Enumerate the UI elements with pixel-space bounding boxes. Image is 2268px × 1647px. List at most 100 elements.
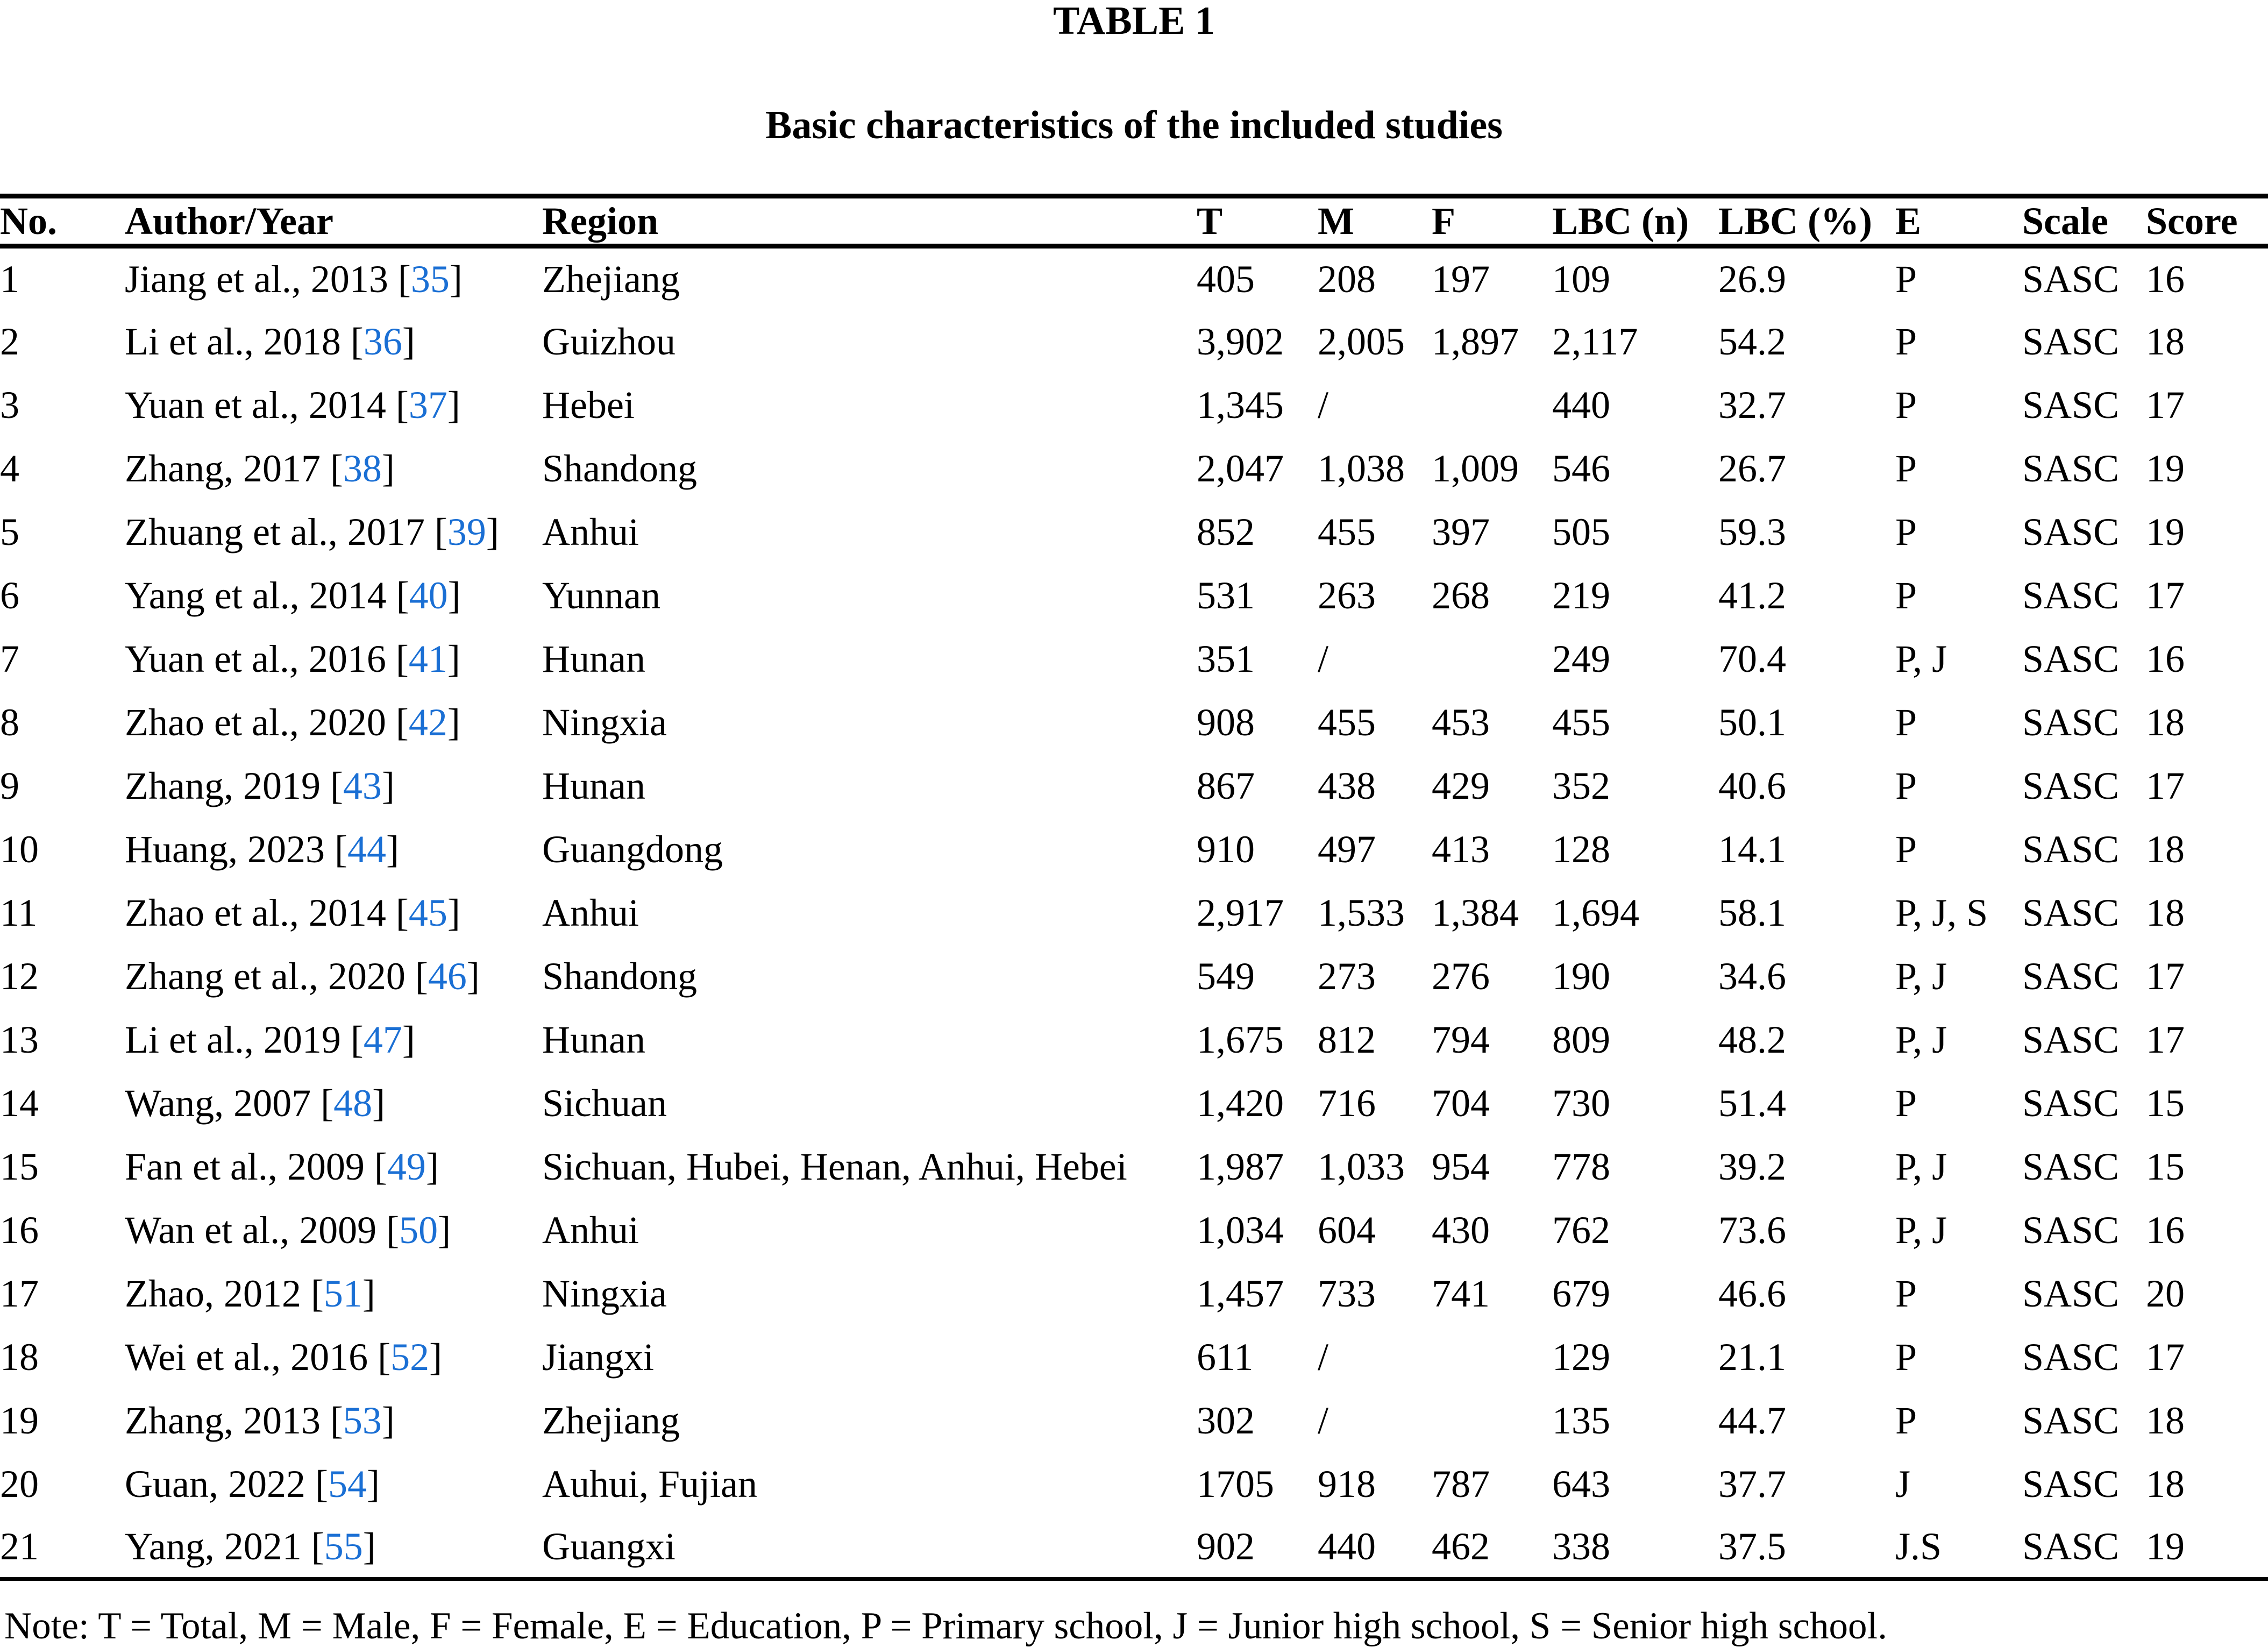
citation-ref-link[interactable]: 52 [390,1335,430,1379]
citation-ref-link[interactable]: 35 [410,257,450,301]
column-header-region: Region [542,200,658,243]
citation-close-bracket: ] [381,446,395,490]
citation-ref-link[interactable]: 55 [324,1524,363,1568]
citation-ref-link[interactable]: 45 [408,891,447,934]
author-text: Fan et al., 2009 [125,1145,365,1188]
author-text: Zhang, 2017 [125,446,321,490]
citation-ref-link[interactable]: 49 [387,1145,426,1188]
cell-e: P [1895,446,1917,490]
citation-open-bracket: [ [434,510,447,553]
cell-no: 10 [0,827,39,871]
citation-ref-link[interactable]: 43 [343,764,382,807]
cell-total: 1,345 [1197,383,1284,427]
citation-open-bracket: [ [350,1018,364,1061]
citation-ref-link[interactable]: 54 [328,1462,367,1506]
citation-close-bracket: ] [447,383,460,427]
cell-scale: SASC [2022,1018,2120,1061]
cell-total: 1,987 [1197,1145,1284,1188]
citation-ref-link[interactable]: 42 [408,700,447,744]
cell-author: Zhao et al., 2014 [45] [125,881,542,945]
cell-female: 741 [1432,1272,1490,1315]
cell-author: Guan, 2022 [54] [125,1452,542,1516]
citation-open-bracket: [ [330,1398,343,1442]
citation-close-bracket: ] [449,257,463,301]
citation-ref-link[interactable]: 41 [408,637,447,680]
citation-open-bracket: [ [415,954,428,998]
cell-e: P, J, S [1895,891,1988,934]
cell-region: Zhejiang [542,257,680,301]
cell-region: Anhui [542,510,639,553]
cell-male: 263 [1318,573,1376,617]
cell-total: 3,902 [1197,320,1284,363]
cell-scale: SASC [2022,320,2120,363]
cell-score: 15 [2146,1145,2185,1188]
cell-male: / [1318,637,1329,680]
cell-female: 462 [1432,1524,1490,1568]
cell-e: P [1895,700,1917,744]
cell-author: Yang et al., 2014 [40] [125,564,542,627]
cell-total: 867 [1197,764,1255,807]
author-text: Zhao et al., 2020 [125,700,386,744]
author-text: Zhao, 2012 [125,1272,301,1315]
citation-ref-link[interactable]: 44 [347,827,386,871]
cell-region: Auhui, Fujian [542,1462,758,1506]
citation-ref-link[interactable]: 39 [447,510,486,553]
table-row: 16 Wan et al., 2009 [50] Anhui 1,034 604 … [0,1198,2268,1262]
citation-close-bracket: ] [372,1081,386,1125]
table-row: 9 Zhang, 2019 [43] Hunan 867 438 429 352 … [0,754,2268,818]
cell-lbc-n: 762 [1552,1208,1610,1252]
cell-e: P [1895,1272,1917,1315]
cell-lbc-pct: 70.4 [1718,637,1786,680]
citation-ref-link[interactable]: 40 [409,573,448,617]
cell-region: Hunan [542,764,645,807]
cell-author: Yang, 2021 [55] [125,1516,542,1579]
cell-score: 17 [2146,383,2185,427]
cell-lbc-pct: 39.2 [1718,1145,1786,1188]
cell-region: Hunan [542,1018,645,1061]
cell-lbc-n: 2,117 [1552,320,1638,363]
cell-scale: SASC [2022,700,2120,744]
citation-ref-link[interactable]: 50 [399,1208,438,1252]
cell-female [1432,627,1552,691]
citation-ref-link[interactable]: 48 [333,1081,373,1125]
cell-no: 11 [0,891,38,934]
author-text: Huang, 2023 [125,827,325,871]
table-row: 10 Huang, 2023 [44] Guangdong 910 497 413… [0,818,2268,881]
cell-no: 9 [0,764,19,807]
column-header-author: Author/Year [125,200,333,243]
citation-ref-link[interactable]: 36 [363,320,402,363]
citation-ref-link[interactable]: 46 [428,954,467,998]
cell-female: 197 [1432,257,1490,301]
cell-lbc-pct: 51.4 [1718,1081,1786,1125]
citation-open-bracket: [ [378,1335,391,1379]
author-text: Wang, 2007 [125,1081,311,1125]
citation-ref-link[interactable]: 51 [323,1272,362,1315]
cell-lbc-pct: 73.6 [1718,1208,1786,1252]
cell-score: 17 [2146,764,2185,807]
citation-ref-link[interactable]: 38 [343,446,382,490]
citation-open-bracket: [ [330,764,343,807]
cell-total: 1,675 [1197,1018,1284,1061]
cell-region: Shandong [542,446,697,490]
citation-ref-link[interactable]: 37 [408,383,447,427]
cell-region: Sichuan, Hubei, Henan, Anhui, Hebei [542,1145,1127,1188]
cell-region: Ningxia [542,700,667,744]
cell-female: 704 [1432,1081,1490,1125]
cell-score: 16 [2146,1208,2185,1252]
cell-lbc-n: 190 [1552,954,1610,998]
cell-score: 17 [2146,954,2185,998]
cell-score: 18 [2146,320,2185,363]
cell-total: 531 [1197,573,1255,617]
cell-female: 429 [1432,764,1490,807]
cell-female: 268 [1432,573,1490,617]
cell-region: Hebei [542,383,635,427]
citation-open-bracket: [ [321,1081,334,1125]
table-header: No. Author/Year Region T M F LBC (n) LBC… [0,196,2268,246]
author-text: Guan, 2022 [125,1462,305,1506]
citation-ref-link[interactable]: 47 [363,1018,402,1061]
cell-lbc-n: 778 [1552,1145,1610,1188]
citation-ref-link[interactable]: 53 [343,1398,382,1442]
cell-e: P [1895,1081,1917,1125]
cell-e: P, J [1895,1145,1947,1188]
cell-no: 5 [0,510,19,553]
